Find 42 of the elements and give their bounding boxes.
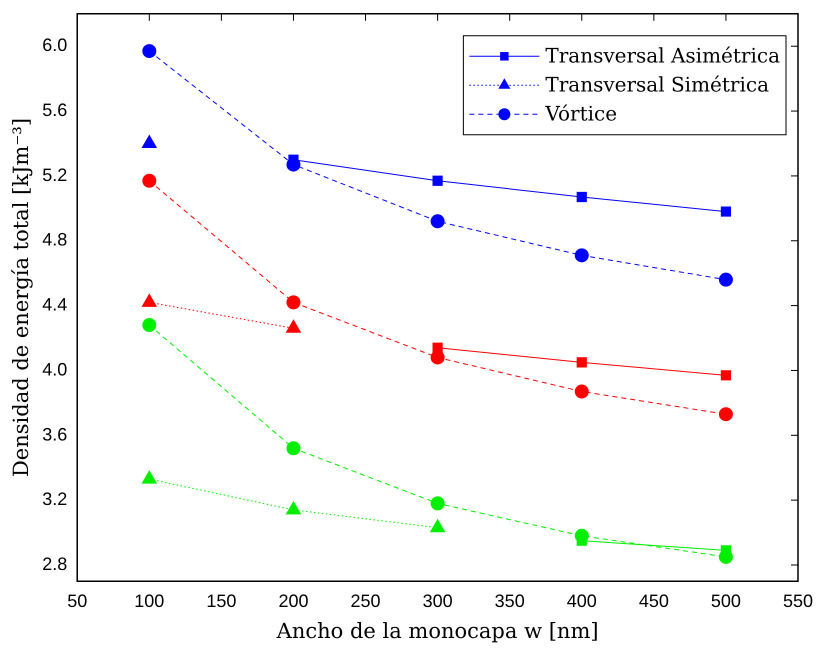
point (142, 44, 156, 58)
legend-label: Vórtice (544, 102, 618, 126)
point (432, 176, 443, 186)
x-tick-label: 300 (422, 590, 453, 611)
point (286, 441, 300, 456)
x-tick-label: 50 (67, 590, 88, 611)
point (574, 384, 589, 399)
legend-label: Transversal Simétrica (545, 72, 770, 97)
x-tick-label: 350 (494, 590, 525, 611)
y-tick-label: 4.4 (42, 294, 68, 315)
x-tick-label: 100 (134, 590, 164, 611)
x-tick-label: 500 (710, 590, 741, 611)
y-tick-label: 6.0 (42, 35, 68, 56)
point (576, 192, 587, 202)
y-tick-label: 3.6 (42, 424, 68, 444)
y-tick-label: 3.2 (42, 489, 68, 510)
point (718, 407, 733, 422)
point (286, 295, 300, 310)
x-tick-label: 550 (782, 590, 814, 611)
point (142, 174, 156, 188)
point (430, 214, 445, 228)
y-tick-label: 4.8 (42, 230, 68, 250)
y-tick-label: 4.0 (42, 359, 68, 380)
y-tick-label: 5.6 (42, 100, 68, 120)
y-tick-label: 5.2 (42, 164, 68, 185)
point (142, 318, 156, 332)
x-tick-label: 200 (278, 590, 308, 611)
point (430, 496, 445, 510)
point (432, 342, 443, 353)
x-tick-label: 400 (566, 590, 597, 611)
x-axis-title: Ancho de la monocapa w [nm] (276, 618, 599, 643)
point (574, 248, 589, 262)
point (720, 206, 732, 217)
point (718, 272, 733, 287)
x-tick-label: 450 (638, 590, 669, 611)
x-tick-label: 250 (350, 590, 381, 611)
point (576, 357, 587, 368)
point (720, 370, 732, 380)
legend-label: Transversal Asimétrica (545, 44, 780, 68)
y-tick-label: 2.8 (42, 554, 68, 574)
y-axis-title: Densidad de energía total [kJm⁻³] (9, 118, 34, 478)
x-tick-label: 150 (206, 590, 236, 611)
